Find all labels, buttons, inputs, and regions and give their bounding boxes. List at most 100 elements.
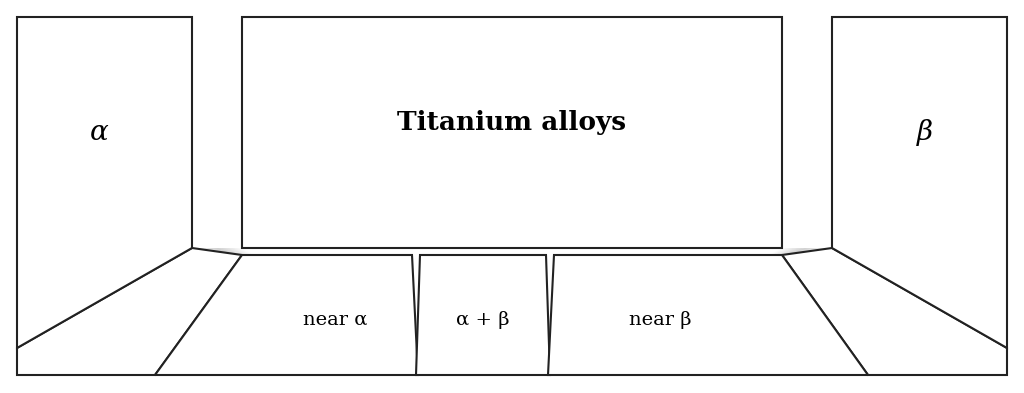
Polygon shape <box>230 248 248 257</box>
Polygon shape <box>227 248 246 257</box>
Polygon shape <box>17 17 193 348</box>
Polygon shape <box>242 17 782 248</box>
Polygon shape <box>780 248 824 262</box>
Text: near β: near β <box>629 311 691 329</box>
Polygon shape <box>775 248 806 259</box>
Text: near α: near α <box>303 311 368 329</box>
Polygon shape <box>197 248 228 263</box>
Polygon shape <box>194 248 227 263</box>
Text: β: β <box>916 119 933 146</box>
Polygon shape <box>201 248 231 261</box>
Polygon shape <box>237 248 251 256</box>
Polygon shape <box>220 248 243 259</box>
Polygon shape <box>205 248 233 261</box>
Polygon shape <box>771 248 785 255</box>
Polygon shape <box>781 248 831 263</box>
Polygon shape <box>204 248 233 261</box>
Polygon shape <box>775 248 804 259</box>
Polygon shape <box>772 248 792 257</box>
Polygon shape <box>773 248 795 257</box>
Polygon shape <box>197 248 229 262</box>
Polygon shape <box>778 248 817 261</box>
Polygon shape <box>776 248 810 259</box>
Polygon shape <box>779 248 821 261</box>
Polygon shape <box>193 248 226 263</box>
Polygon shape <box>219 248 242 259</box>
Polygon shape <box>780 248 825 262</box>
Polygon shape <box>231 248 249 257</box>
Polygon shape <box>776 248 807 259</box>
Polygon shape <box>775 248 805 259</box>
Polygon shape <box>199 248 230 262</box>
Polygon shape <box>781 248 829 263</box>
Polygon shape <box>772 248 794 257</box>
Polygon shape <box>781 248 831 263</box>
Polygon shape <box>779 248 822 261</box>
Polygon shape <box>772 248 790 256</box>
Polygon shape <box>770 248 782 255</box>
Polygon shape <box>777 248 814 260</box>
Polygon shape <box>210 248 237 260</box>
Polygon shape <box>241 248 254 255</box>
Polygon shape <box>831 17 1007 348</box>
Polygon shape <box>223 248 244 258</box>
Polygon shape <box>771 248 787 256</box>
Polygon shape <box>242 248 254 255</box>
Polygon shape <box>211 248 238 260</box>
Polygon shape <box>227 248 247 257</box>
Polygon shape <box>206 248 233 261</box>
Polygon shape <box>17 248 242 375</box>
Polygon shape <box>195 248 228 263</box>
Polygon shape <box>212 248 238 260</box>
Polygon shape <box>776 248 809 259</box>
Polygon shape <box>772 248 791 256</box>
Polygon shape <box>777 248 813 260</box>
Polygon shape <box>238 248 252 256</box>
Polygon shape <box>771 248 786 256</box>
Polygon shape <box>232 248 249 257</box>
Polygon shape <box>775 248 805 259</box>
Polygon shape <box>234 248 250 256</box>
Polygon shape <box>778 248 816 261</box>
Polygon shape <box>216 248 240 259</box>
Polygon shape <box>772 248 793 257</box>
Polygon shape <box>203 248 232 261</box>
Polygon shape <box>780 248 826 262</box>
Polygon shape <box>217 248 241 259</box>
Polygon shape <box>548 255 868 375</box>
Polygon shape <box>214 248 239 259</box>
Polygon shape <box>774 248 801 258</box>
Polygon shape <box>775 248 803 258</box>
Polygon shape <box>774 248 802 258</box>
Polygon shape <box>229 248 248 257</box>
Polygon shape <box>155 255 418 375</box>
Polygon shape <box>776 248 808 259</box>
Polygon shape <box>214 248 239 259</box>
Polygon shape <box>782 248 1007 375</box>
Polygon shape <box>208 248 236 261</box>
Polygon shape <box>771 248 788 256</box>
Polygon shape <box>193 248 227 263</box>
Polygon shape <box>222 248 244 258</box>
Polygon shape <box>774 248 800 258</box>
Polygon shape <box>221 248 243 258</box>
Polygon shape <box>773 248 797 257</box>
Polygon shape <box>225 248 245 258</box>
Polygon shape <box>773 248 797 257</box>
Polygon shape <box>773 248 798 257</box>
Polygon shape <box>779 248 820 261</box>
Text: Titanium alloys: Titanium alloys <box>397 110 627 135</box>
Polygon shape <box>202 248 232 261</box>
Polygon shape <box>200 248 230 262</box>
Polygon shape <box>770 248 783 255</box>
Polygon shape <box>777 248 811 260</box>
Polygon shape <box>232 248 249 257</box>
Polygon shape <box>228 248 247 257</box>
Polygon shape <box>210 248 237 260</box>
Polygon shape <box>209 248 236 260</box>
Polygon shape <box>219 248 242 259</box>
Polygon shape <box>780 248 827 262</box>
Polygon shape <box>770 248 784 255</box>
Polygon shape <box>772 248 792 257</box>
Polygon shape <box>771 248 787 256</box>
